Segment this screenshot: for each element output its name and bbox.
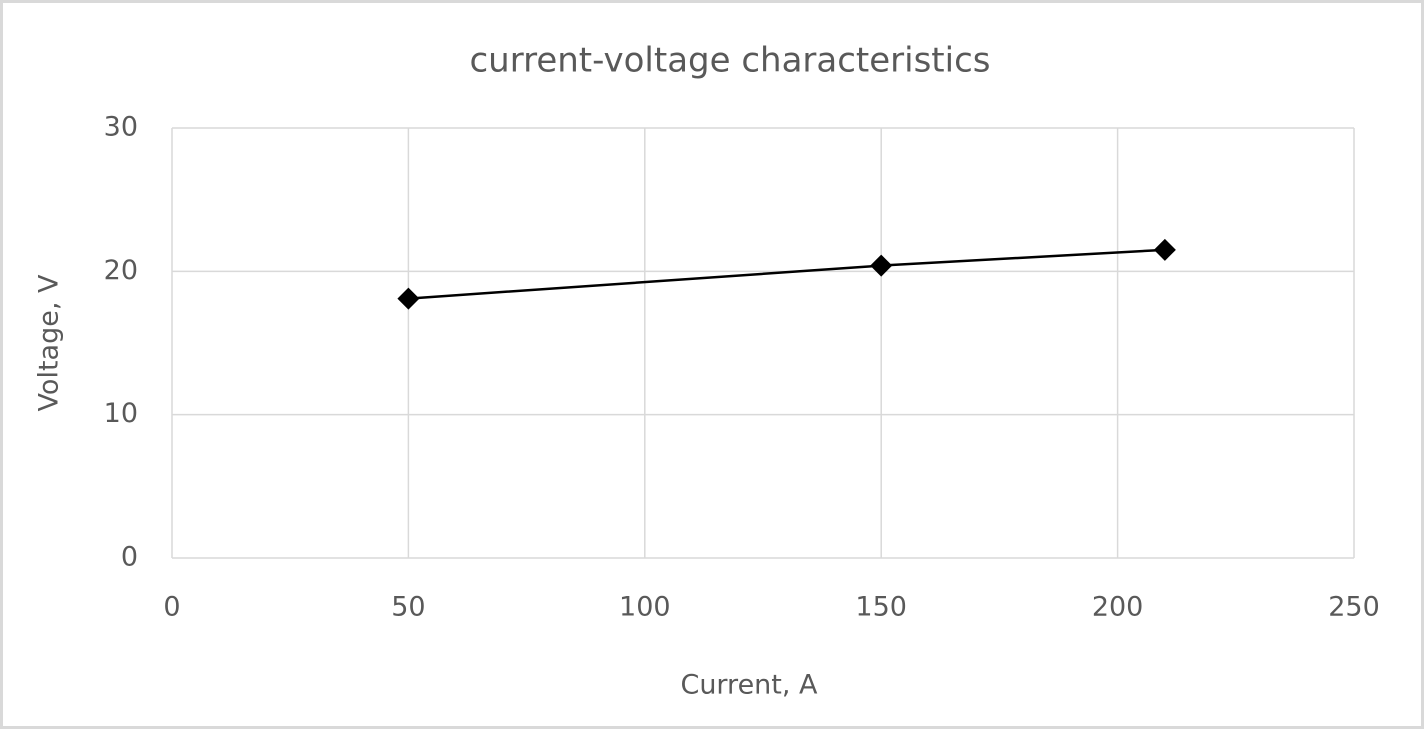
- x-axis-title: Current, A: [680, 670, 818, 701]
- data-point: [397, 287, 420, 310]
- x-tick-label: 100: [619, 592, 671, 623]
- y-axis-title: Voltage, V: [34, 274, 65, 411]
- x-tick-label: 0: [163, 592, 180, 623]
- chart-title: current-voltage characteristics: [469, 41, 990, 81]
- y-tick-label: 10: [104, 398, 138, 429]
- y-tick-label: 0: [121, 542, 138, 573]
- data-point: [870, 254, 893, 277]
- y-tick-label: 20: [104, 255, 138, 286]
- x-tick-label: 150: [855, 592, 907, 623]
- x-tick-label: 200: [1092, 592, 1144, 623]
- data-point: [1153, 238, 1176, 261]
- y-tick-label: 30: [104, 112, 138, 143]
- x-tick-label: 250: [1328, 592, 1380, 623]
- x-tick-label: 50: [391, 592, 425, 623]
